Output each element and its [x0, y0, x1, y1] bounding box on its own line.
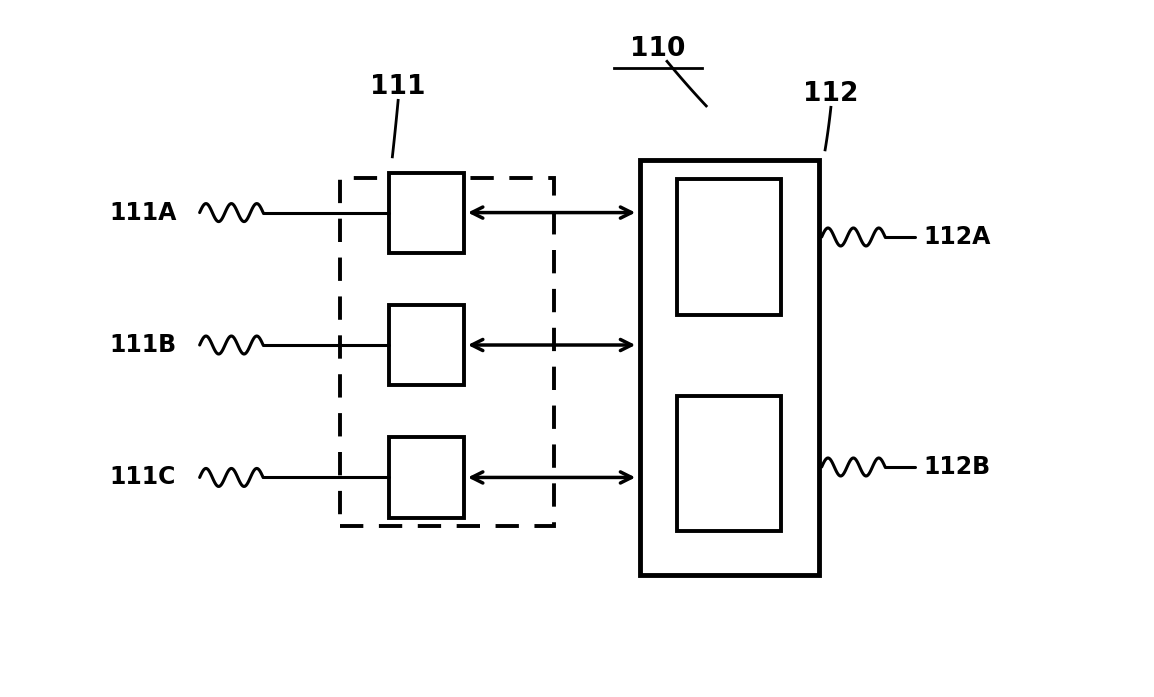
Text: 112B: 112B [923, 455, 990, 479]
Text: 110: 110 [630, 36, 685, 62]
Bar [340, 178, 554, 526]
Bar [390, 305, 464, 385]
Bar [677, 396, 781, 531]
Bar [677, 179, 781, 315]
Text: 112A: 112A [923, 225, 990, 249]
Bar [640, 160, 819, 575]
Text: 111A: 111A [110, 201, 177, 224]
Text: 111: 111 [370, 74, 426, 100]
Text: 111C: 111C [110, 466, 177, 489]
Text: 111B: 111B [110, 333, 177, 357]
Bar [390, 173, 464, 253]
Bar [390, 438, 464, 517]
Text: 112: 112 [803, 81, 859, 107]
